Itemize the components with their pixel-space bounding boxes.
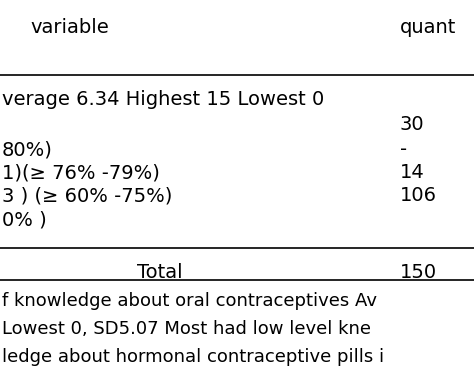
Text: variable: variable bbox=[30, 18, 109, 37]
Text: 3 ) (≥ 60% -75%): 3 ) (≥ 60% -75%) bbox=[2, 186, 173, 205]
Text: 30: 30 bbox=[400, 115, 425, 134]
Text: verage 6.34 Highest 15 Lowest 0: verage 6.34 Highest 15 Lowest 0 bbox=[2, 90, 324, 109]
Text: 14: 14 bbox=[400, 163, 425, 182]
Text: ledge about hormonal contraceptive pills i: ledge about hormonal contraceptive pills… bbox=[2, 348, 384, 366]
Text: Total: Total bbox=[137, 263, 183, 282]
Text: 106: 106 bbox=[400, 186, 437, 205]
Text: 80%): 80%) bbox=[2, 140, 53, 159]
Text: Lowest 0, SD5.07 Most had low level kne: Lowest 0, SD5.07 Most had low level kne bbox=[2, 320, 371, 338]
Text: f knowledge about oral contraceptives Av: f knowledge about oral contraceptives Av bbox=[2, 292, 377, 310]
Text: 1)(≥ 76% -79%): 1)(≥ 76% -79%) bbox=[2, 163, 160, 182]
Text: 150: 150 bbox=[400, 263, 437, 282]
Text: 0% ): 0% ) bbox=[2, 210, 47, 229]
Text: quant: quant bbox=[400, 18, 456, 37]
Text: -: - bbox=[400, 140, 407, 159]
